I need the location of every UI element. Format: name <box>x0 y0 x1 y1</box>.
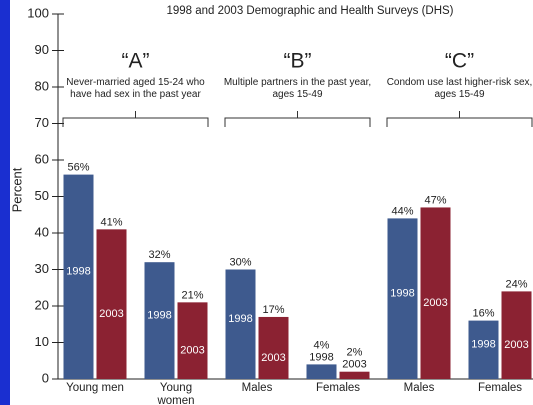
bar-year-label: 2003 <box>180 345 204 357</box>
bar <box>306 364 337 379</box>
x-tick-label-text: Males <box>241 382 273 394</box>
bar-year-label: 1998 <box>147 310 171 322</box>
bar-year-label: 1998 <box>471 339 495 351</box>
bar <box>258 316 289 379</box>
bar <box>420 207 451 379</box>
y-tick-label: 50 <box>35 188 49 203</box>
x-tick-label: Females <box>315 382 361 394</box>
x-tick-label: Females <box>477 382 523 394</box>
value-label: 21% <box>181 289 203 301</box>
value-label: 24% <box>505 278 527 290</box>
bar <box>387 218 418 379</box>
bar-year-label: 2003 <box>504 339 528 351</box>
value-label: 32% <box>148 249 170 261</box>
x-tick-label: Young men <box>66 382 124 394</box>
y-tick-label: 70 <box>35 115 49 130</box>
bar-year-label: 2003 <box>99 308 123 320</box>
y-tick-label: 100 <box>27 5 49 20</box>
bar <box>468 320 499 379</box>
value-label: 56% <box>67 162 89 174</box>
group-bracket <box>224 111 371 127</box>
value-label: 47% <box>424 194 446 206</box>
bar-year-label: 2003 <box>423 297 447 309</box>
y-tick-label: 20 <box>35 297 49 312</box>
bar-year-label: 2003 <box>261 352 285 364</box>
group-description: Condom use last higher-risk sex, ages 15… <box>386 77 533 100</box>
bar <box>339 371 370 379</box>
value-label: 44% <box>391 205 413 217</box>
bar-year-label: 1998 <box>309 351 333 363</box>
value-label: 30% <box>229 256 251 268</box>
y-tick-label: 30 <box>35 261 49 276</box>
y-tick-label: 90 <box>35 42 49 57</box>
bar-year-label: 1998 <box>390 288 414 300</box>
y-axis-label: Percent <box>9 167 24 212</box>
side-strip <box>0 0 10 405</box>
group-description-text: Never-married aged 15-24 who have had se… <box>66 77 205 100</box>
x-tick-label-text: Females <box>315 382 361 394</box>
group-description-text: Condom use last higher-risk sex, ages 15… <box>386 77 533 100</box>
bar <box>63 174 94 379</box>
group-bracket <box>62 111 209 127</box>
bar-year-label: 1998 <box>228 313 252 325</box>
value-label: 41% <box>100 216 122 228</box>
x-tick-label: Males <box>403 382 435 394</box>
x-tick-label-text: Females <box>477 382 523 394</box>
bar <box>96 229 127 379</box>
group-description: Multiple partners in the past year, ages… <box>223 77 372 100</box>
y-tick-label: 10 <box>35 334 49 349</box>
group-description: Never-married aged 15-24 who have had se… <box>66 77 205 100</box>
bar-year-label: 2003 <box>342 359 366 371</box>
value-label: 17% <box>262 304 284 316</box>
bar <box>225 269 256 379</box>
x-tick-label: Young women <box>157 382 195 405</box>
value-label: 4% <box>314 339 330 351</box>
value-label: 2% <box>347 347 363 359</box>
group-label: “C” <box>445 50 474 73</box>
value-label: 16% <box>472 308 494 320</box>
x-tick-label: Males <box>241 382 273 394</box>
y-tick-label: 60 <box>35 151 49 166</box>
chart-title: 1998 and 2003 Demographic and Health Sur… <box>166 5 453 17</box>
y-tick-label: 80 <box>35 78 49 93</box>
group-label: “A” <box>122 50 150 73</box>
bar <box>501 291 532 379</box>
group-label: “B” <box>284 50 312 73</box>
bar <box>177 302 208 379</box>
group-description-text: Multiple partners in the past year, ages… <box>223 77 372 100</box>
bar <box>144 262 175 379</box>
x-tick-label-text: Young men <box>66 382 124 394</box>
group-bracket <box>386 111 533 127</box>
x-tick-label-text: Males <box>403 382 435 394</box>
x-tick-label-text: Young women <box>157 382 195 405</box>
y-tick-label: 0 <box>42 370 49 385</box>
y-tick-label: 40 <box>35 224 49 239</box>
bar-year-label: 1998 <box>66 266 90 278</box>
